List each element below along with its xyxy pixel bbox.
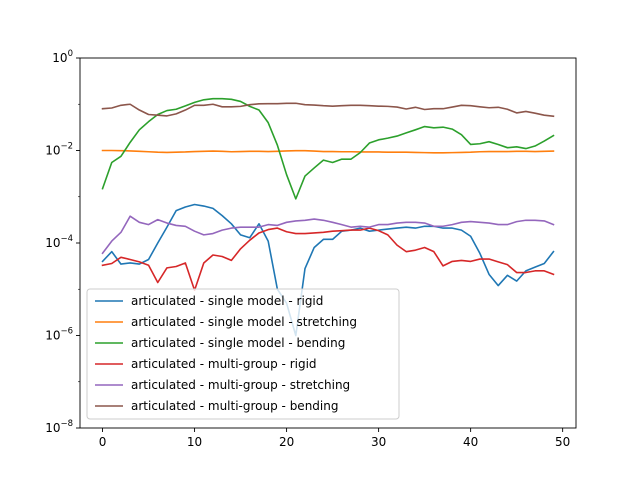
series-line-4 (101, 227, 555, 292)
x-tick-label: 0 (99, 435, 107, 449)
y-tick-label: 10−4 (45, 234, 73, 250)
legend-label: articulated - single model - rigid (131, 294, 323, 308)
x-tick-label: 50 (555, 435, 570, 449)
axes: 0 10 20 30 40 50 10−8 10−6 10−4 10−2 100 (45, 49, 577, 449)
y-tick-label: 100 (52, 49, 73, 65)
series-line-6 (101, 102, 555, 118)
x-tick-label: 20 (279, 435, 294, 449)
legend-label: articulated - multi-group - stretching (131, 378, 350, 392)
y-tick-label: 10−8 (45, 419, 73, 435)
x-tick-label: 40 (463, 435, 478, 449)
series-line-1 (101, 203, 555, 337)
legend-label: articulated - multi-group - rigid (131, 357, 317, 371)
series-line-5 (101, 215, 555, 255)
x-tick-label: 10 (187, 435, 202, 449)
series-line-3 (101, 97, 555, 200)
x-tick-label: 30 (371, 435, 386, 449)
series-line-2 (101, 149, 555, 154)
legend-label: articulated - single model - stretching (131, 315, 357, 329)
y-tick-label: 10−2 (45, 142, 73, 158)
legend: articulated - single model - rigid articu… (86, 288, 400, 420)
y-tick-label: 10−6 (45, 327, 73, 343)
legend-box (86, 288, 400, 420)
legend-label: articulated - multi-group - bending (131, 399, 338, 413)
legend-label: articulated - single model - bending (131, 336, 345, 350)
series-lines (101, 97, 555, 337)
